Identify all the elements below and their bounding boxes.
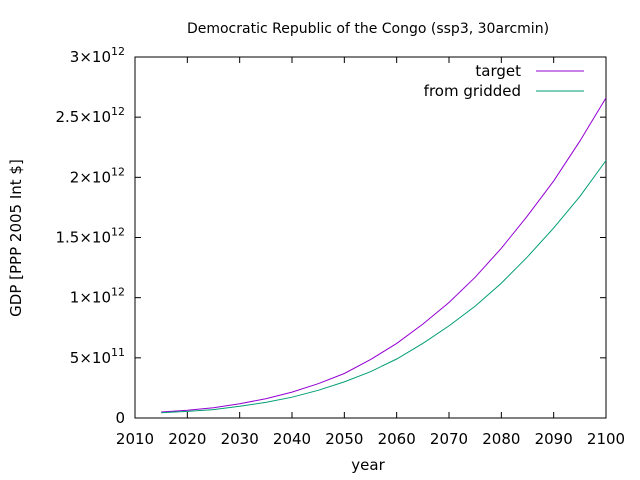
y-tick-label: 2×1012 bbox=[70, 165, 125, 186]
y-tick-label: 1.5×1012 bbox=[55, 226, 125, 247]
x-tick-label: 2030 bbox=[221, 430, 259, 448]
plot-frame bbox=[134, 56, 607, 419]
x-tick-label: 2080 bbox=[482, 430, 520, 448]
x-tick-label: 2060 bbox=[378, 430, 416, 448]
y-tick-label: 2.5×1012 bbox=[55, 105, 125, 126]
x-tick-label: 2020 bbox=[168, 430, 206, 448]
x-tick-label: 2100 bbox=[587, 430, 625, 448]
x-axis-label: year bbox=[351, 456, 385, 474]
y-tick-label: 5×1011 bbox=[70, 346, 125, 367]
chart-title: Democratic Republic of the Congo (ssp3, … bbox=[187, 21, 549, 37]
x-tick-label: 2040 bbox=[273, 430, 311, 448]
x-tick-label: 2090 bbox=[535, 430, 573, 448]
x-tick-label: 2010 bbox=[116, 430, 154, 448]
y-tick-label: 0 bbox=[115, 409, 125, 427]
x-tick-label: 2070 bbox=[430, 430, 468, 448]
legend-label: target bbox=[475, 62, 521, 80]
series-line-target bbox=[161, 97, 607, 413]
y-axis-label: GDP [PPP 2005 Int $] bbox=[7, 159, 25, 317]
series-line-from-gridded bbox=[161, 160, 607, 414]
legend-label: from gridded bbox=[424, 82, 521, 100]
x-tick-label: 2050 bbox=[325, 430, 363, 448]
y-tick-label: 1×1012 bbox=[70, 286, 125, 307]
y-tick-label: 3×1012 bbox=[70, 45, 125, 66]
